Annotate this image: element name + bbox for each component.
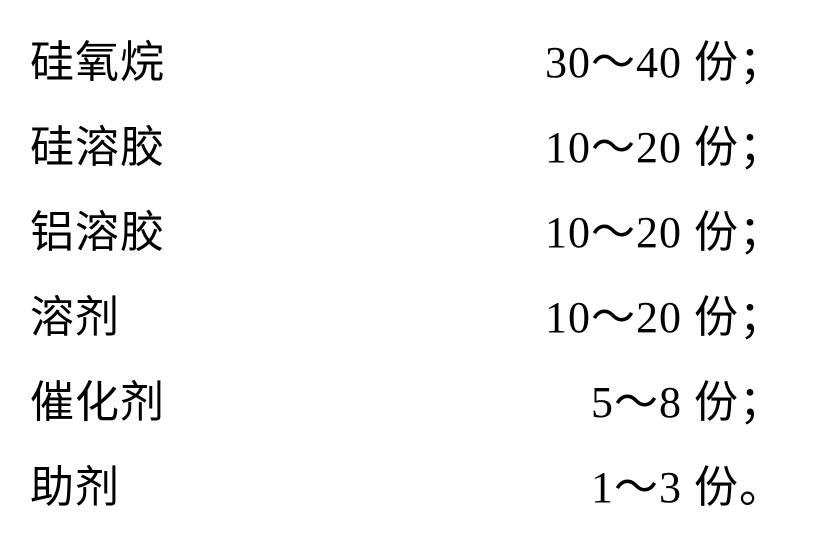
ingredient-amount: 10～20 份； [545, 190, 784, 275]
ingredient-label: 催化剂 [30, 360, 165, 445]
ingredient-label: 硅氧烷 [30, 20, 165, 105]
ingredient-amount: 30～40 份； [545, 20, 784, 105]
ingredient-amount: 1～3 份。 [591, 445, 784, 530]
table-row: 催化剂 5～8 份； [30, 360, 784, 445]
ingredient-amount: 10～20 份； [545, 105, 784, 190]
ingredient-label: 硅溶胶 [30, 105, 165, 190]
table-row: 硅氧烷 30～40 份； [30, 20, 784, 105]
ingredients-table: 硅氧烷 30～40 份； 硅溶胶 10～20 份； 铝溶胶 10～20 份； 溶… [0, 0, 814, 551]
ingredient-amount: 5～8 份； [591, 360, 784, 445]
ingredient-label: 溶剂 [30, 275, 120, 360]
ingredient-label: 铝溶胶 [30, 190, 165, 275]
table-row: 铝溶胶 10～20 份； [30, 190, 784, 275]
ingredient-label: 助剂 [30, 445, 120, 530]
table-row: 助剂 1～3 份。 [30, 445, 784, 530]
table-row: 硅溶胶 10～20 份； [30, 105, 784, 190]
table-row: 溶剂 10～20 份； [30, 275, 784, 360]
ingredient-amount: 10～20 份； [545, 275, 784, 360]
